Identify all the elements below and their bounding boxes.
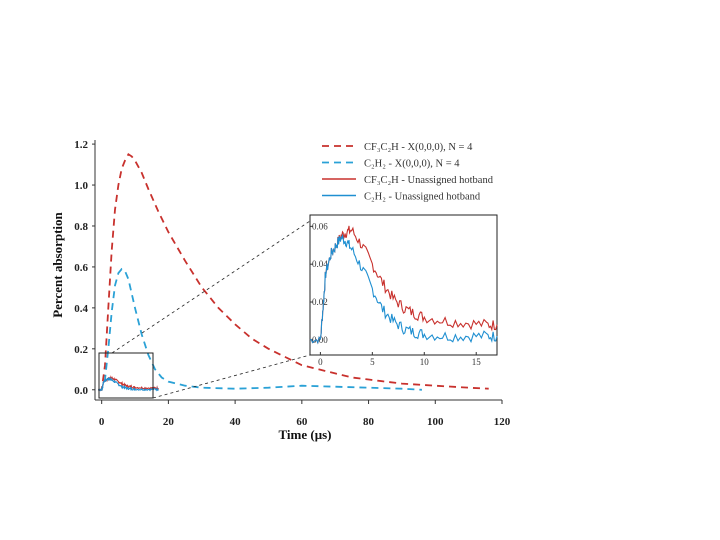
legend: CF₃C₂H - X(0,0,0), N = 4 C₂H₂ - X(0,0,0),…	[322, 142, 494, 203]
legend-entry-0: CF₃C₂H - X(0,0,0), N = 4	[364, 142, 473, 153]
y-tick-label: 0.6	[74, 262, 88, 274]
inset-x-tick-label: 0	[318, 357, 323, 367]
x-tick-label: 40	[230, 416, 242, 428]
inset-series-line-3	[309, 233, 498, 345]
y-tick-label: 0.4	[74, 303, 88, 315]
y-tick-label: 0.8	[74, 221, 88, 233]
series-line-3	[98, 376, 159, 392]
series-line-1	[98, 267, 422, 391]
zoom-region-box	[98, 352, 154, 399]
x-tick-label: 100	[427, 416, 444, 428]
x-tick-label: 120	[494, 416, 511, 428]
legend-entry-2: CF₃C₂H - Unassigned hotband	[364, 175, 494, 186]
x-axis-label: Time (μs)	[279, 427, 332, 442]
zoom-connector-bottom	[152, 354, 311, 399]
inset-x-tick-label: 10	[420, 357, 430, 367]
y-tick-label: 0.0	[74, 385, 88, 397]
legend-entry-1: C₂H₂ - X(0,0,0), N = 4	[364, 159, 460, 170]
inset-y-tick-label: 0.04	[312, 259, 328, 269]
inset-y-tick-label: 0.02	[312, 297, 328, 307]
inset-y-tick-label: 0.06	[312, 221, 328, 231]
x-tick-label: 60	[296, 416, 308, 428]
x-tick-label: 0	[99, 416, 105, 428]
inset-x-tick-label: 5	[370, 357, 375, 367]
inset-x-tick-label: 15	[472, 357, 482, 367]
x-tick-label: 20	[163, 416, 175, 428]
y-tick-label: 1.2	[74, 139, 88, 151]
y-tick-label: 1.0	[74, 180, 88, 192]
y-axis-label: Percent absorption	[50, 211, 65, 317]
zoom-connector-top	[111, 220, 311, 354]
y-tick-label: 0.2	[74, 344, 88, 356]
inset-y-tick-label: 0.00	[312, 335, 328, 345]
series-line-0	[98, 153, 489, 391]
x-tick-label: 80	[363, 416, 375, 428]
legend-entry-3: C₂H₂ - Unassigned hotband	[364, 192, 481, 203]
